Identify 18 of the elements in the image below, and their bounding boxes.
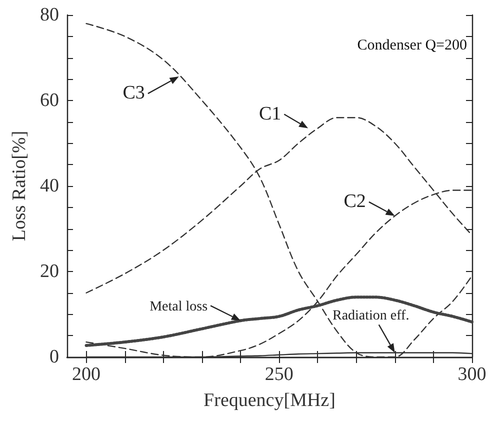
x-tick-label: 250 bbox=[264, 364, 294, 385]
y-tick-label: 80 bbox=[40, 4, 59, 26]
y-tick-label: 60 bbox=[40, 90, 59, 111]
y-tick-label: 20 bbox=[40, 261, 59, 282]
line-series bbox=[86, 22, 473, 358]
annotation: Metal loss bbox=[150, 300, 208, 315]
y-axis-title: Loss Ratio[%] bbox=[9, 130, 30, 242]
y-tick-label: 0 bbox=[50, 346, 59, 368]
annotation: C1 bbox=[258, 103, 282, 124]
x-axis-title: Frequency[MHz] bbox=[204, 390, 336, 411]
y-tick-label: 40 bbox=[40, 176, 59, 196]
x-tick-label: 300 bbox=[458, 364, 486, 385]
annotation: C2 bbox=[344, 190, 366, 212]
line-series bbox=[84, 296, 474, 347]
annotation: Condenser Q=200 bbox=[357, 38, 468, 54]
x-tick-label: 200 bbox=[72, 364, 101, 385]
annotation: Radiation eff. bbox=[332, 308, 410, 324]
annotation: C3 bbox=[122, 82, 145, 104]
